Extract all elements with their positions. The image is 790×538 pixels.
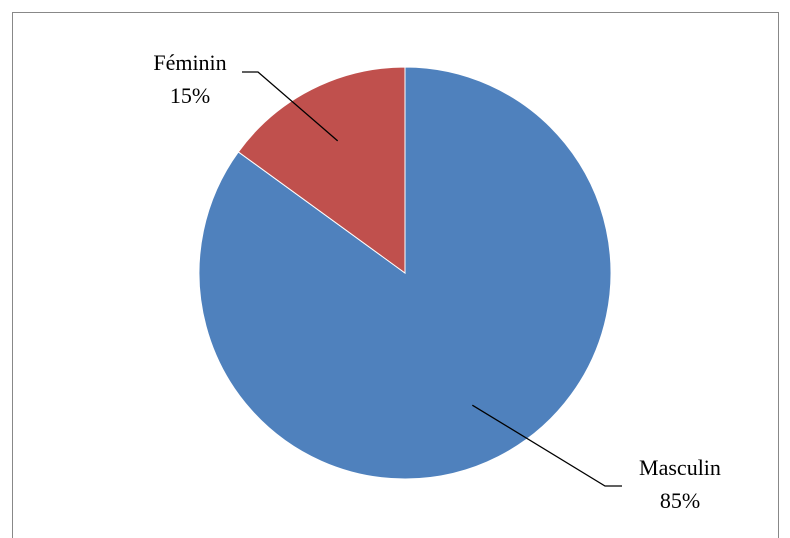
slice-label: Masculin <box>639 455 721 480</box>
leader-line <box>242 71 339 142</box>
slice-label: Féminin <box>153 50 226 75</box>
slice-value-label: 15% <box>170 83 210 108</box>
leader-line <box>471 404 622 487</box>
slice-value-label: 85% <box>660 488 700 513</box>
pie-slice <box>237 66 406 274</box>
